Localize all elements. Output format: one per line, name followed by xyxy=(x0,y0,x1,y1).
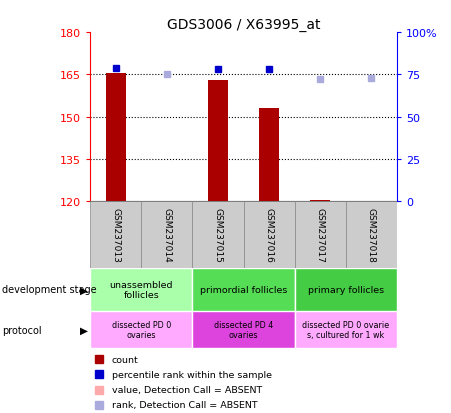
Text: count: count xyxy=(112,355,138,364)
Text: dissected PD 0
ovaries: dissected PD 0 ovaries xyxy=(112,320,171,339)
Text: GSM237014: GSM237014 xyxy=(162,207,171,262)
Bar xyxy=(106,74,126,202)
Bar xyxy=(295,202,346,268)
Bar xyxy=(193,311,295,349)
Text: primordial follicles: primordial follicles xyxy=(200,285,287,294)
Bar xyxy=(193,202,244,268)
Bar xyxy=(346,202,397,268)
Bar xyxy=(259,109,279,202)
Bar xyxy=(141,202,193,268)
Bar xyxy=(244,202,295,268)
Text: primary follicles: primary follicles xyxy=(308,285,384,294)
Text: percentile rank within the sample: percentile rank within the sample xyxy=(112,370,272,379)
Text: dissected PD 0 ovarie
s, cultured for 1 wk: dissected PD 0 ovarie s, cultured for 1 … xyxy=(302,320,389,339)
Text: protocol: protocol xyxy=(2,325,42,335)
Bar xyxy=(90,268,193,311)
Text: GSM237016: GSM237016 xyxy=(265,207,274,262)
Bar xyxy=(90,311,193,349)
Title: GDS3006 / X63995_at: GDS3006 / X63995_at xyxy=(167,18,320,32)
Bar xyxy=(310,201,331,202)
Bar xyxy=(295,268,397,311)
Text: GSM237018: GSM237018 xyxy=(367,207,376,262)
Text: GSM237015: GSM237015 xyxy=(213,207,222,262)
Bar xyxy=(208,81,228,202)
Text: GSM237017: GSM237017 xyxy=(316,207,325,262)
Text: GSM237013: GSM237013 xyxy=(111,207,120,262)
Text: ▶: ▶ xyxy=(80,325,88,335)
Text: ▶: ▶ xyxy=(80,285,88,294)
Text: unassembled
follicles: unassembled follicles xyxy=(110,280,173,299)
Text: development stage: development stage xyxy=(2,285,97,294)
Bar xyxy=(295,311,397,349)
Bar xyxy=(193,268,295,311)
Text: dissected PD 4
ovaries: dissected PD 4 ovaries xyxy=(214,320,273,339)
Text: value, Detection Call = ABSENT: value, Detection Call = ABSENT xyxy=(112,385,262,394)
Bar xyxy=(90,202,141,268)
Text: rank, Detection Call = ABSENT: rank, Detection Call = ABSENT xyxy=(112,400,257,409)
